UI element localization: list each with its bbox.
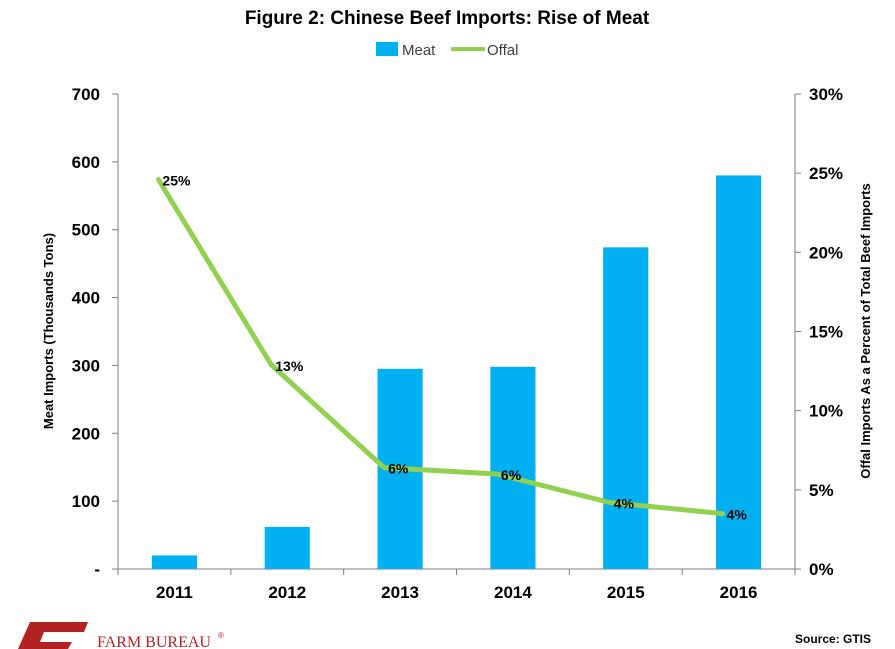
meat-bar [490, 366, 536, 569]
legend-label-meat: Meat [402, 42, 436, 59]
source-note: Source: GTIS [795, 632, 871, 646]
offal-data-label: 6% [388, 461, 409, 477]
offal-data-label: 4% [614, 496, 635, 512]
x-tick-label: 2012 [268, 583, 306, 602]
legend-label-offal: Offal [487, 42, 518, 59]
y2-tick-label: 30% [809, 85, 843, 104]
legend: Meat Offal [376, 42, 518, 59]
y-tick-label: 100 [72, 492, 100, 511]
y-tick-label: 500 [72, 221, 100, 240]
offal-data-label: 25% [162, 173, 191, 189]
y-tick-label: 700 [72, 85, 100, 104]
y2-axis-label: Offal Imports As a Percent of Total Beef… [858, 183, 873, 478]
y2-tick-label: 20% [809, 243, 843, 262]
x-tick-label: 2014 [494, 583, 532, 602]
meat-bar [603, 247, 649, 569]
chart-title: Figure 2: Chinese Beef Imports: Rise of … [245, 8, 650, 29]
y2-tick-label: 0% [809, 560, 834, 579]
offal-data-label: 6% [501, 467, 522, 483]
y-tick-label: 200 [72, 424, 100, 443]
y-axis-label: Meat Imports (Thousands Tons) [41, 233, 56, 429]
meat-bar [716, 175, 762, 569]
offal-data-label: 4% [727, 507, 748, 523]
y-tick-label: 600 [72, 153, 100, 172]
x-tick-label: 2015 [607, 583, 645, 602]
y2-tick-label: 25% [809, 164, 843, 183]
y2-tick-label: 10% [809, 402, 843, 421]
meat-bar [264, 526, 310, 569]
brand-name: FARM BUREAU [97, 634, 211, 649]
x-tick-label: 2011 [156, 583, 193, 602]
x-tick-label: 2016 [720, 583, 758, 602]
offal-data-label: 13% [275, 358, 304, 374]
logo-mark [18, 622, 88, 649]
y2-tick-label: 5% [809, 481, 834, 500]
data-labels: 25% 13% 6% 6% 4% 4% [162, 173, 747, 523]
brand-mark: ® [218, 631, 224, 640]
y-tick-label: 300 [72, 356, 100, 375]
farm-bureau-logo: FARM BUREAU ® [18, 622, 224, 649]
y-tick-label: 400 [72, 289, 100, 308]
offal-line-layer [155, 177, 726, 517]
y2-tick-label: 15% [809, 323, 843, 342]
y-tick-label: - [94, 560, 100, 579]
offal-line [155, 177, 726, 517]
x-tick-label: 2013 [381, 583, 419, 602]
legend-swatch-meat [376, 42, 398, 56]
axes: - 100 200 300 400 500 600 700 0% 5% 10% 15% 20% 25% 30… [72, 85, 843, 602]
meat-bar [151, 555, 197, 569]
